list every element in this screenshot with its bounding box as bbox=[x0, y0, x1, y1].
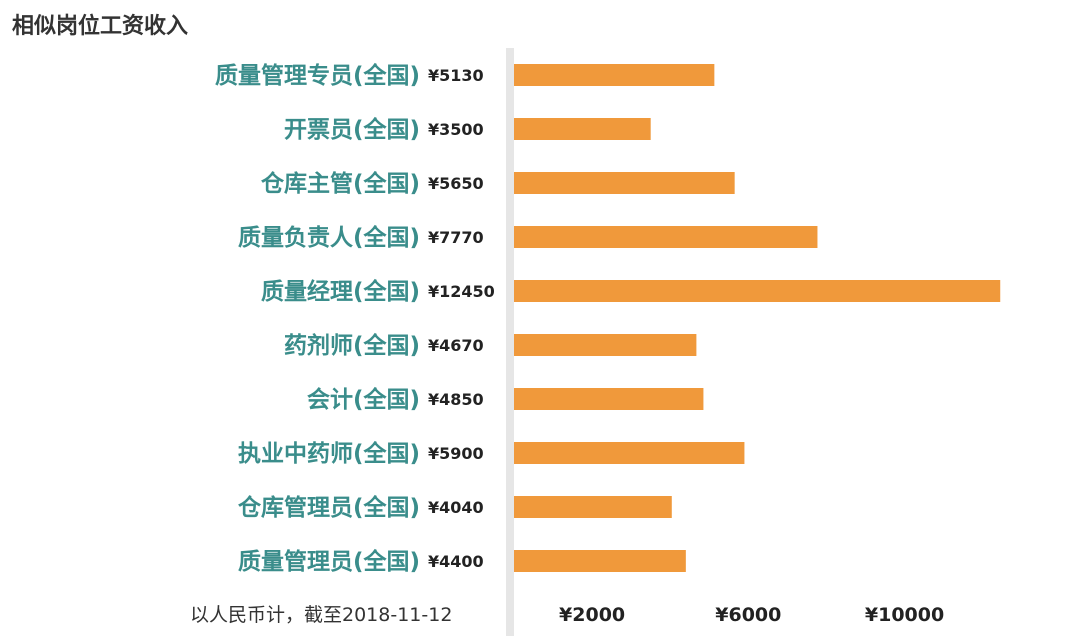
axis-line bbox=[506, 48, 514, 636]
category-label: 会计(全国) bbox=[307, 386, 420, 413]
value-label: ¥4400 bbox=[428, 552, 484, 571]
value-label: ¥5130 bbox=[428, 66, 484, 85]
bar bbox=[514, 550, 686, 572]
category-label: 药剂师(全国) bbox=[284, 332, 420, 359]
value-label: ¥3500 bbox=[428, 120, 484, 139]
footnote: 以人民币计，截至2018-11-12 bbox=[190, 604, 453, 626]
category-label: 质量管理专员(全国) bbox=[215, 62, 420, 89]
category-label: 执业中药师(全国) bbox=[238, 440, 420, 467]
bar bbox=[514, 496, 672, 518]
bar bbox=[514, 442, 745, 464]
category-label: 仓库管理员(全国) bbox=[237, 494, 420, 521]
bars bbox=[514, 64, 1001, 572]
bar bbox=[514, 172, 735, 194]
bar bbox=[514, 280, 1001, 302]
x-tick-label: ¥2000 bbox=[559, 604, 625, 626]
x-tick-label: ¥10000 bbox=[865, 604, 944, 626]
value-labels: ¥5130 ¥3500 ¥5650 ¥7770 ¥12450 ¥4670 ¥4850 ¥590… bbox=[428, 66, 495, 571]
value-label: ¥7770 bbox=[428, 228, 484, 247]
bar bbox=[514, 226, 818, 248]
value-label: ¥5900 bbox=[428, 444, 484, 463]
category-labels: 质量管理专员(全国) 开票员(全国) 仓库主管(全国) 质量负责人(全国) 质量经理(全… bbox=[215, 62, 420, 575]
chart-title: 相似岗位工资收入 bbox=[12, 14, 189, 39]
bar bbox=[514, 118, 651, 140]
value-label: ¥4670 bbox=[428, 336, 484, 355]
x-tick-labels: ¥2000 ¥6000 ¥10000 bbox=[559, 604, 944, 626]
bar bbox=[514, 388, 704, 410]
value-label: ¥12450 bbox=[428, 282, 495, 301]
x-tick-label: ¥6000 bbox=[715, 604, 781, 626]
category-label: 质量经理(全国) bbox=[261, 278, 420, 305]
category-label: 开票员(全国) bbox=[284, 116, 420, 143]
category-label: 质量管理员(全国) bbox=[238, 548, 420, 575]
value-label: ¥5650 bbox=[428, 174, 484, 193]
value-label: ¥4040 bbox=[428, 498, 484, 517]
category-label: 质量负责人(全国) bbox=[238, 224, 420, 251]
bar bbox=[514, 64, 715, 86]
category-label: 仓库主管(全国) bbox=[260, 170, 420, 197]
bar bbox=[514, 334, 697, 356]
value-label: ¥4850 bbox=[428, 390, 484, 409]
